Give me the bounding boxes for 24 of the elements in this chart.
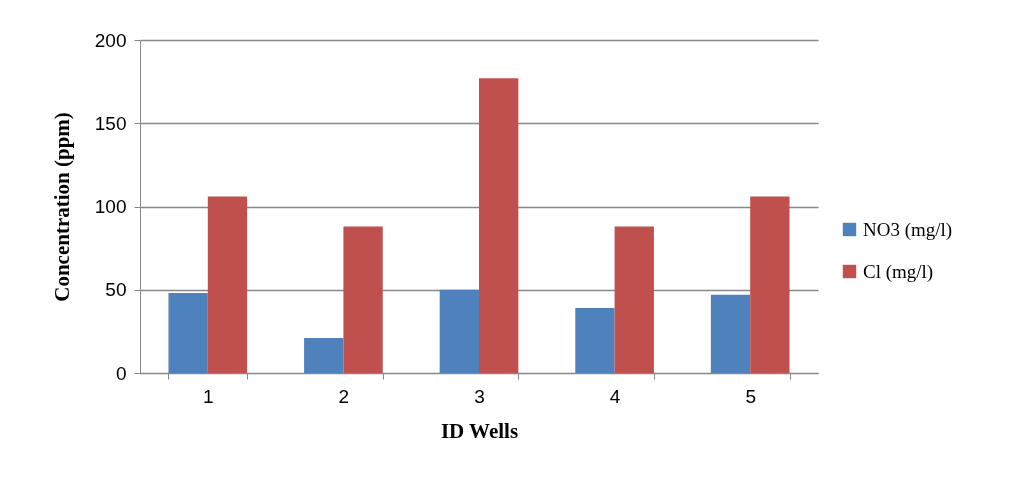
x-tick-label: 4 bbox=[609, 385, 621, 407]
bar bbox=[710, 294, 751, 373]
bar bbox=[750, 196, 790, 373]
bar bbox=[614, 226, 654, 373]
legend-label: NO3 (mg/l) bbox=[863, 218, 953, 241]
x-tick-label: 1 bbox=[203, 385, 214, 407]
y-tick-label: 100 bbox=[94, 196, 127, 217]
y-axis-title: Concentration (ppm) bbox=[49, 112, 74, 302]
bar bbox=[439, 289, 479, 373]
y-tick-label: 200 bbox=[94, 29, 127, 51]
legend-label: Cl (mg/l) bbox=[863, 260, 934, 283]
y-tick-label: 50 bbox=[105, 279, 127, 301]
bar bbox=[168, 293, 208, 373]
bar bbox=[207, 196, 248, 373]
bar bbox=[343, 226, 383, 373]
x-axis-title: ID Wells bbox=[440, 418, 519, 443]
y-tick-label: 150 bbox=[94, 112, 127, 134]
x-tick-label: 2 bbox=[338, 385, 350, 407]
bar bbox=[575, 308, 615, 373]
x-tick-label: 5 bbox=[745, 385, 756, 407]
bar bbox=[304, 338, 344, 373]
x-tick-label: 3 bbox=[474, 385, 485, 407]
y-tick-label: 0 bbox=[115, 362, 127, 384]
bar bbox=[479, 78, 519, 373]
